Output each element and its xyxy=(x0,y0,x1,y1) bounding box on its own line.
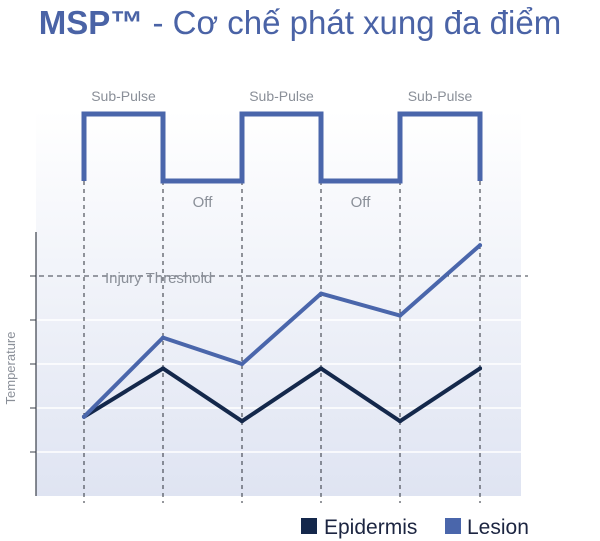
series-lesion-line xyxy=(82,243,482,419)
series-epidermis-line xyxy=(82,366,482,424)
off-label: Off xyxy=(351,194,372,211)
injury-threshold-label: Injury Threshold xyxy=(105,270,212,287)
data-point-epidermis xyxy=(398,419,402,424)
data-point-epidermis xyxy=(319,366,323,371)
y-axis-label: Temperature xyxy=(3,332,18,405)
data-point-lesion xyxy=(240,362,244,366)
plot-background xyxy=(36,110,521,496)
data-point-epidermis xyxy=(478,366,482,371)
title-sub: - Cơ chế phát xung đa điểm xyxy=(152,4,562,41)
pulse-wave xyxy=(81,111,483,184)
data-point-lesion xyxy=(319,291,323,296)
title-main: MSP™ xyxy=(38,4,144,41)
sub-pulse-label: Sub-Pulse xyxy=(249,88,314,104)
legend-label-epidermis: Epidermis xyxy=(324,516,417,539)
data-point-lesion xyxy=(478,243,482,248)
legend-swatch-lesion xyxy=(445,518,461,534)
off-label: Off xyxy=(193,194,214,211)
data-point-lesion xyxy=(82,414,86,419)
sub-pulse-label: Sub-Pulse xyxy=(91,88,156,104)
chart-title: MSP™ - Cơ chế phát xung đa điểm xyxy=(0,0,600,46)
legend-swatch-epidermis xyxy=(301,518,317,534)
data-point-epidermis xyxy=(240,419,244,424)
data-point-lesion xyxy=(398,313,402,318)
sub-pulse-label: Sub-Pulse xyxy=(408,88,473,104)
legend-label-lesion: Lesion xyxy=(467,516,529,539)
data-point-epidermis xyxy=(161,366,165,371)
data-point-lesion xyxy=(161,335,165,340)
